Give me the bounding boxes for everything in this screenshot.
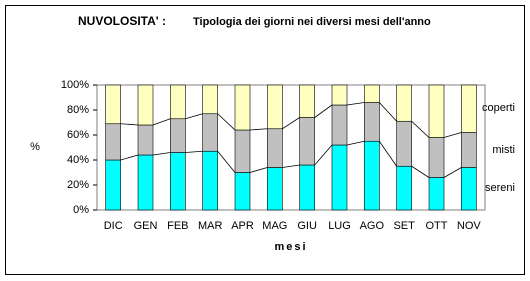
- series-line: [120, 154, 139, 161]
- y-tick-label: 80%: [67, 104, 89, 116]
- bar-segment: [105, 159, 121, 211]
- bar-segment: [364, 140, 380, 211]
- bar-segment: [267, 84, 283, 130]
- bar-segment: [170, 118, 186, 153]
- series-line: [314, 104, 333, 118]
- bar-segment: [105, 123, 121, 161]
- series-line: [379, 141, 397, 167]
- series-line: [282, 164, 300, 168]
- series-line: [411, 120, 430, 138]
- y-tick-label: 100%: [61, 79, 89, 91]
- bar-segment: [202, 150, 218, 211]
- bar-segment: [331, 84, 348, 106]
- bar-segment: [234, 129, 251, 173]
- bar-segment: [428, 137, 445, 178]
- bar-segment: [137, 124, 154, 156]
- x-tick-label: LUG: [328, 220, 351, 232]
- bar-segment: [234, 84, 251, 131]
- x-tick-label: FEB: [167, 220, 188, 232]
- bar-segment: [234, 172, 251, 211]
- bar-segment: [267, 128, 283, 168]
- series-line: [249, 167, 268, 173]
- bar-segment: [170, 152, 186, 211]
- series-line: [443, 167, 462, 178]
- bar-segment: [461, 84, 477, 133]
- bar-segment: [396, 120, 412, 167]
- series-label: sereni: [485, 182, 515, 194]
- series-line: [185, 150, 203, 153]
- bar-segment: [428, 84, 445, 138]
- bar-segment: [364, 84, 380, 103]
- y-tick-label: 20%: [67, 179, 89, 191]
- bar-segment: [331, 144, 348, 211]
- x-tick-label: MAG: [262, 220, 287, 232]
- x-tick-label: OTT: [426, 220, 448, 232]
- bar-segment: [461, 167, 477, 211]
- bar-segment: [105, 84, 121, 125]
- chart-title: NUVOLOSITA' :: [78, 14, 166, 28]
- bar-segment: [267, 167, 283, 211]
- x-tick-label: MAR: [198, 220, 223, 232]
- series-line: [346, 140, 365, 146]
- bar-segment: [331, 104, 348, 146]
- frame: [5, 5, 525, 275]
- x-tick-label: AGO: [360, 220, 385, 232]
- bar-segment: [396, 84, 412, 122]
- bar-segment: [299, 84, 315, 118]
- series-line: [443, 132, 462, 138]
- y-tick-label: 0%: [73, 204, 89, 216]
- bar-segment: [137, 154, 154, 211]
- series-line: [346, 102, 365, 106]
- bar-segment: [137, 84, 154, 126]
- x-tick-label: DIC: [104, 220, 123, 232]
- series-line: [314, 144, 333, 166]
- series-line: [152, 152, 171, 156]
- bar-segment: [170, 84, 186, 120]
- y-tick-label: 60%: [67, 129, 89, 141]
- x-tick-label: GEN: [134, 220, 158, 232]
- bar-segment: [364, 102, 380, 142]
- bar-segment: [461, 132, 477, 168]
- series-line: [249, 128, 268, 131]
- series-line: [217, 113, 236, 131]
- series-line: [152, 118, 171, 126]
- series-line: [217, 150, 236, 173]
- x-tick-label: NOV: [457, 220, 482, 232]
- y-axis-label: %: [30, 141, 40, 153]
- x-tick-label: GIU: [297, 220, 317, 232]
- x-tick-label: APR: [231, 220, 254, 232]
- series-line: [185, 113, 203, 120]
- bar-segment: [428, 177, 445, 211]
- x-tick-label: SET: [393, 220, 415, 232]
- bar-segment: [202, 113, 218, 152]
- chart-subtitle: Tipologia dei giorni nei diversi mesi de…: [193, 16, 431, 28]
- series-line: [379, 102, 397, 122]
- y-tick-label: 40%: [67, 154, 89, 166]
- x-axis-label: mesi: [274, 241, 307, 253]
- series-line: [411, 165, 430, 178]
- bar-segment: [202, 84, 218, 115]
- series-line: [120, 123, 139, 126]
- bar-segment: [299, 117, 315, 166]
- series-label: misti: [492, 144, 515, 156]
- bar-segment: [396, 165, 412, 211]
- plot-area: [96, 84, 486, 211]
- bar-segment: [299, 164, 315, 211]
- series-line: [282, 117, 300, 130]
- series-label: coperti: [482, 102, 515, 114]
